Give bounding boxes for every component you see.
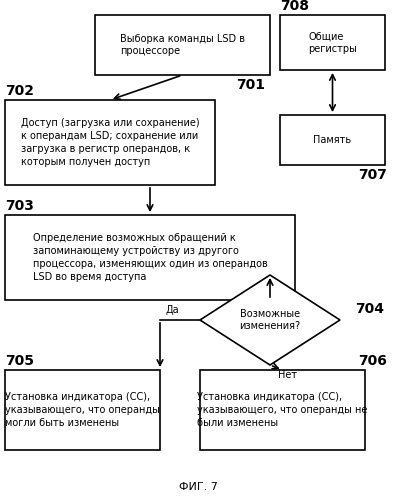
Text: Память: Память <box>314 135 352 145</box>
Text: Да: Да <box>165 305 179 315</box>
Text: Установка индикатора (СС),
указывающего, что операнды не
были изменены: Установка индикатора (СС), указывающего,… <box>197 392 368 428</box>
Bar <box>280 15 385 70</box>
Text: Общие
регистры: Общие регистры <box>308 31 357 54</box>
Text: 707: 707 <box>358 168 387 182</box>
Bar <box>5 100 215 185</box>
Text: ФИГ. 7: ФИГ. 7 <box>179 482 218 492</box>
Text: 705: 705 <box>5 354 34 368</box>
Bar <box>5 370 160 450</box>
Bar <box>5 215 295 300</box>
Text: 703: 703 <box>5 199 34 213</box>
Text: Возможные
изменения?: Возможные изменения? <box>239 308 301 331</box>
Text: 702: 702 <box>5 84 34 98</box>
Text: 706: 706 <box>358 354 387 368</box>
Bar <box>280 115 385 165</box>
Text: Определение возможных обращений к
запоминающему устройству из другого
процессора: Определение возможных обращений к запоми… <box>33 234 267 282</box>
Text: Установка индикатора (СС),
указывающего, что операнды
могли быть изменены: Установка индикатора (СС), указывающего,… <box>5 392 160 428</box>
Polygon shape <box>200 275 340 365</box>
Text: 701: 701 <box>236 78 265 92</box>
Text: 704: 704 <box>355 302 384 316</box>
Text: Выборка команды LSD в
процессоре: Выборка команды LSD в процессоре <box>120 33 245 56</box>
Text: 708: 708 <box>280 0 309 13</box>
Bar <box>95 15 270 75</box>
Text: Доступ (загрузка или сохранение)
к операндам LSD; сохранение или
загрузка в реги: Доступ (загрузка или сохранение) к опера… <box>21 118 199 167</box>
Bar <box>200 370 365 450</box>
Text: Нет: Нет <box>278 370 297 380</box>
